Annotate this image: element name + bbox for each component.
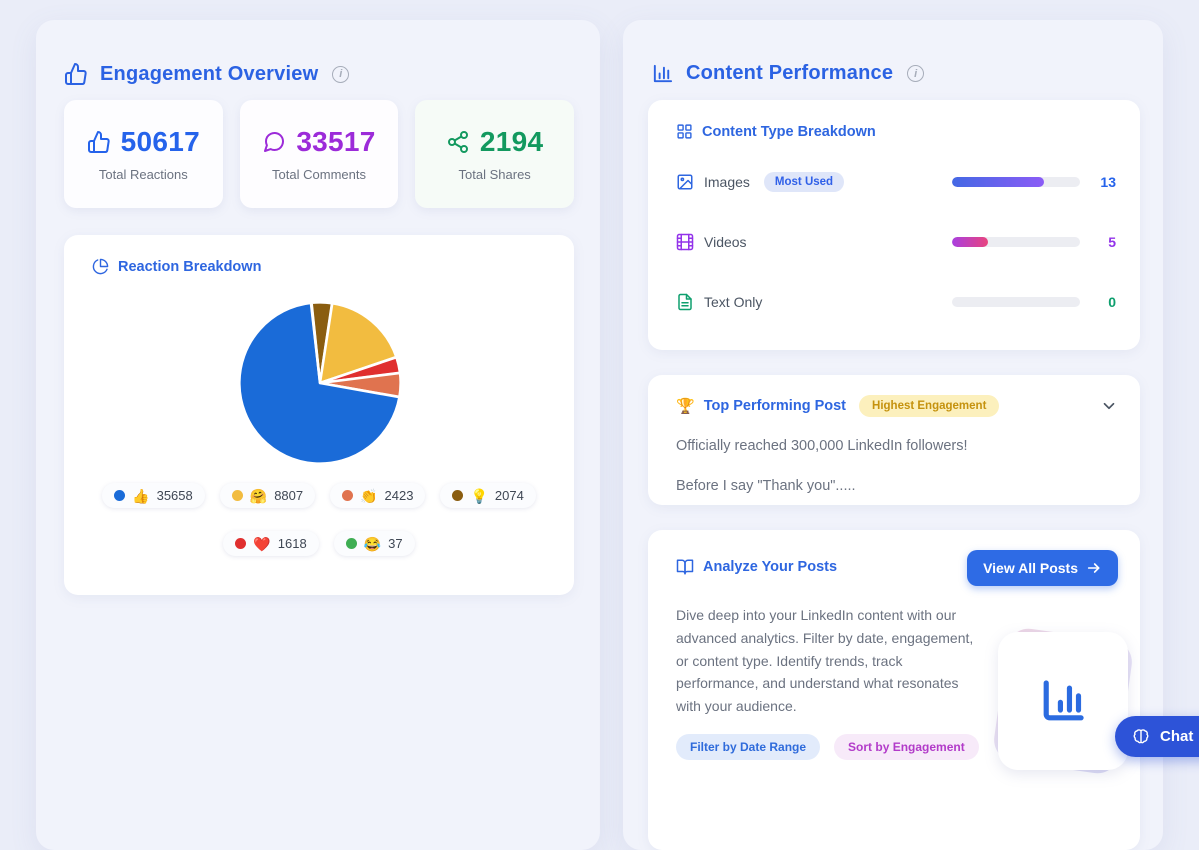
chevron-down-icon[interactable] (1100, 397, 1118, 415)
bulb-emoji-icon: 💡 (470, 487, 488, 504)
total-comments-card: 33517 Total Comments (239, 100, 399, 208)
analyze-your-posts-title: Analyze Your Posts (703, 559, 838, 575)
videos-progress-fill (952, 237, 988, 247)
legend-dot-support (231, 490, 243, 501)
engagement-overview-header: Engagement Overview i (64, 62, 350, 86)
engagement-stats-row: 50617 Total Reactions 33517 Total Commen… (64, 100, 575, 208)
content-type-breakdown-header: Content Type Breakdown (676, 123, 876, 140)
chat-button[interactable]: Chat (1115, 716, 1199, 757)
most-used-badge: Most Used (763, 172, 845, 192)
total-shares-value: 2194 (479, 126, 544, 157)
image-icon (676, 173, 694, 191)
post-text-line2: Before I say "Thank you"..... (676, 478, 856, 494)
content-type-breakdown-card: Content Type Breakdown Images Most Used … (648, 100, 1140, 350)
analyze-tags-row: Filter by Date Range Sort by Engagement (676, 734, 979, 760)
images-progress-bar (952, 177, 1080, 187)
legend-item-insightful[interactable]: 💡 2074 (440, 483, 536, 508)
total-reactions-value: 50617 (120, 126, 201, 157)
images-progress-fill (952, 177, 1045, 187)
legend-dot-love (235, 538, 247, 549)
highest-engagement-badge: Highest Engagement (859, 395, 1000, 417)
content-type-breakdown-title: Content Type Breakdown (702, 123, 876, 140)
total-reactions-label: Total Reactions (98, 167, 188, 182)
analytics-illustration (991, 625, 1135, 777)
reaction-pie-chart[interactable] (236, 299, 404, 467)
book-open-icon (676, 558, 694, 576)
pie-legend-row-2: ❤️ 1618 😂 37 (64, 531, 574, 556)
legend-dot-celebrate (342, 490, 354, 501)
thumbs-up-icon (64, 62, 88, 86)
pie-legend-row-1: 👍 35658 🤗 8807 👏 2423 💡 2074 (64, 483, 574, 508)
total-comments-label: Total Comments (272, 167, 366, 182)
top-performing-post-header[interactable]: 🏆 Top Performing Post Highest Engagement (676, 395, 1118, 417)
legend-item-funny[interactable]: 😂 37 (333, 531, 415, 556)
analyze-description: Dive deep into your LinkedIn content wit… (676, 607, 974, 715)
trophy-icon: 🏆 (676, 397, 695, 415)
heart-emoji-icon: ❤️ (253, 535, 271, 552)
info-icon[interactable]: i (332, 65, 350, 83)
analyze-your-posts-header: Analyze Your Posts (676, 558, 837, 576)
analyze-your-posts-card: Analyze Your Posts View All Posts Dive d… (648, 530, 1140, 850)
text-only-count: 0 (1108, 294, 1116, 310)
total-comments-value: 33517 (296, 126, 376, 157)
legend-dot-like (114, 490, 126, 501)
grid-icon (676, 123, 693, 140)
content-performance-panel: Content Performance i Content Type Break… (623, 20, 1163, 850)
total-shares-card: 2194 Total Shares (415, 100, 575, 208)
legend-item-like[interactable]: 👍 35658 (102, 483, 205, 508)
arrow-right-icon (1086, 560, 1102, 576)
legend-item-celebrate[interactable]: 👏 2423 (330, 483, 426, 508)
share-icon (446, 130, 470, 154)
illustration-front-card (998, 632, 1128, 770)
content-row-videos: Videos 5 (676, 230, 1116, 254)
reaction-breakdown-header: Reaction Breakdown (92, 258, 261, 275)
reaction-breakdown-title: Reaction Breakdown (118, 258, 262, 275)
engagement-overview-panel: Engagement Overview i 50617 Total Reacti… (36, 20, 600, 850)
pie-chart-icon (92, 258, 109, 275)
pie-slice-funny (309, 301, 322, 385)
top-performing-post-card: 🏆 Top Performing Post Highest Engagement… (648, 375, 1140, 505)
videos-label: Videos (704, 234, 747, 250)
post-text-line1: Officially reached 300,000 LinkedIn foll… (676, 438, 968, 454)
images-label: Images (704, 174, 750, 190)
text-only-progress-bar (952, 297, 1080, 307)
text-only-label: Text Only (704, 294, 763, 310)
content-performance-header: Content Performance i (651, 62, 925, 85)
content-row-text-only: Text Only 0 (676, 290, 1116, 314)
comment-icon (262, 130, 286, 154)
hug-emoji-icon: 🤗 (249, 487, 268, 504)
document-icon (676, 293, 694, 311)
total-shares-label: Total Shares (458, 167, 531, 182)
filter-by-date-range-tag[interactable]: Filter by Date Range (676, 734, 821, 760)
laugh-emoji-icon: 😂 (363, 535, 382, 552)
images-count: 13 (1100, 174, 1116, 190)
legend-dot-funny (345, 538, 357, 549)
page-title-engagement: Engagement Overview (100, 62, 319, 85)
videos-progress-bar (952, 237, 1080, 247)
top-performing-post-title: Top Performing Post (703, 398, 847, 414)
legend-item-love[interactable]: ❤️ 1618 (223, 531, 319, 556)
film-icon (676, 233, 694, 251)
sort-by-engagement-tag[interactable]: Sort by Engagement (834, 734, 979, 760)
legend-dot-insightful (452, 490, 464, 501)
thumbs-up-icon (87, 130, 111, 154)
thumbs-up-emoji-icon: 👍 (132, 487, 150, 504)
clap-emoji-icon: 👏 (360, 487, 378, 504)
videos-count: 5 (1108, 234, 1116, 250)
view-all-posts-button[interactable]: View All Posts (967, 550, 1118, 586)
bar-chart-icon (1032, 670, 1094, 732)
total-reactions-card: 50617 Total Reactions (64, 100, 223, 208)
page-title-content: Content Performance (686, 62, 894, 84)
reaction-breakdown-card: Reaction Breakdown 👍 35658 🤗 8807 👏 2423 (64, 235, 574, 595)
legend-item-support[interactable]: 🤗 8807 (219, 483, 316, 508)
info-icon[interactable]: i (907, 65, 925, 82)
brain-icon (1131, 727, 1151, 747)
bar-chart-icon (651, 62, 674, 85)
content-row-images: Images Most Used 13 (676, 170, 1116, 194)
